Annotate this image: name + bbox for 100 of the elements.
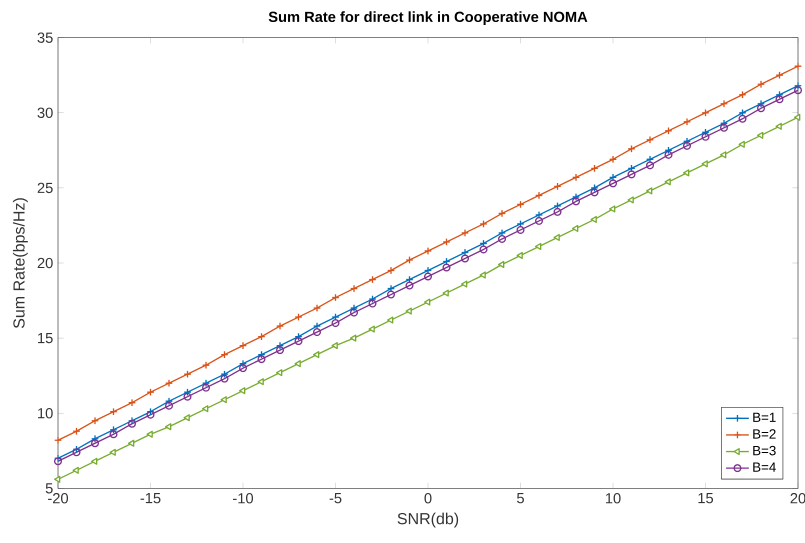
chart-title: Sum Rate for direct link in Cooperative NOMA	[268, 11, 588, 25]
point	[664, 126, 673, 135]
point	[165, 402, 174, 410]
point	[776, 122, 782, 130]
point	[424, 272, 432, 281]
point	[609, 179, 618, 188]
point	[628, 196, 634, 204]
point	[535, 210, 544, 219]
point	[239, 360, 248, 368]
point	[628, 144, 636, 153]
point	[757, 80, 766, 88]
point	[258, 378, 264, 386]
point	[702, 132, 710, 141]
point	[350, 308, 358, 317]
point	[258, 332, 266, 341]
point	[72, 427, 81, 436]
point	[442, 257, 451, 266]
point	[720, 124, 728, 132]
point	[738, 108, 747, 117]
legend-label: B=2	[753, 429, 776, 439]
point	[184, 414, 190, 422]
point	[720, 100, 728, 108]
point	[609, 205, 616, 212]
x-tick-label: -10	[233, 493, 254, 504]
point	[220, 350, 229, 359]
point	[776, 95, 784, 104]
point	[110, 430, 118, 438]
point	[406, 276, 414, 284]
point	[554, 202, 562, 210]
y-tick-label: 10	[38, 408, 53, 418]
point	[239, 342, 248, 350]
point	[480, 245, 488, 254]
point	[406, 308, 412, 315]
point	[590, 184, 599, 192]
point	[146, 408, 155, 416]
point	[220, 396, 227, 404]
point	[91, 434, 100, 443]
point	[313, 322, 322, 330]
point	[646, 161, 654, 170]
point	[572, 197, 580, 206]
point	[720, 119, 728, 128]
point	[202, 361, 210, 370]
point	[146, 430, 153, 438]
point	[258, 350, 266, 359]
point	[350, 334, 356, 342]
point	[794, 114, 800, 121]
y-tick-label: 25	[38, 182, 53, 194]
point	[276, 342, 284, 350]
point	[442, 289, 449, 297]
point	[406, 256, 414, 264]
x-tick-label: 0	[424, 493, 432, 504]
point	[516, 252, 523, 260]
point	[239, 364, 248, 372]
legend-label: B=3	[753, 446, 776, 456]
point	[350, 284, 358, 293]
point	[738, 114, 747, 123]
point	[350, 304, 358, 312]
point	[572, 224, 578, 232]
point	[572, 173, 580, 182]
point	[165, 397, 174, 406]
point	[424, 266, 432, 275]
point	[609, 155, 618, 164]
point	[461, 228, 470, 237]
x-tick-label: -20	[48, 493, 68, 504]
point	[776, 90, 784, 99]
point	[72, 466, 79, 474]
x-tick-label: 5	[517, 493, 524, 504]
point	[294, 360, 301, 368]
point	[646, 187, 652, 194]
point	[442, 264, 451, 272]
point	[424, 298, 430, 306]
point	[794, 86, 802, 94]
point	[702, 160, 708, 168]
legend-label: B=4	[753, 462, 776, 472]
x-tick-label: 10	[606, 493, 621, 504]
point	[646, 136, 654, 144]
point	[609, 173, 618, 182]
y-axis-title: Sum Rate(bps/Hz)	[12, 198, 28, 328]
point	[683, 169, 690, 176]
point	[146, 388, 155, 396]
point	[628, 164, 636, 172]
point	[165, 379, 174, 388]
point	[480, 220, 488, 228]
point	[498, 260, 504, 268]
point	[276, 369, 282, 376]
point	[294, 313, 303, 322]
point	[535, 191, 544, 200]
point	[683, 118, 692, 126]
point	[461, 248, 470, 256]
point	[332, 294, 340, 302]
point	[128, 416, 136, 425]
point	[387, 316, 394, 324]
point	[54, 476, 60, 483]
point	[461, 280, 468, 288]
point	[757, 104, 766, 112]
point	[628, 170, 636, 178]
point	[480, 239, 488, 248]
point	[202, 384, 210, 392]
point	[220, 374, 229, 383]
point	[757, 132, 764, 139]
